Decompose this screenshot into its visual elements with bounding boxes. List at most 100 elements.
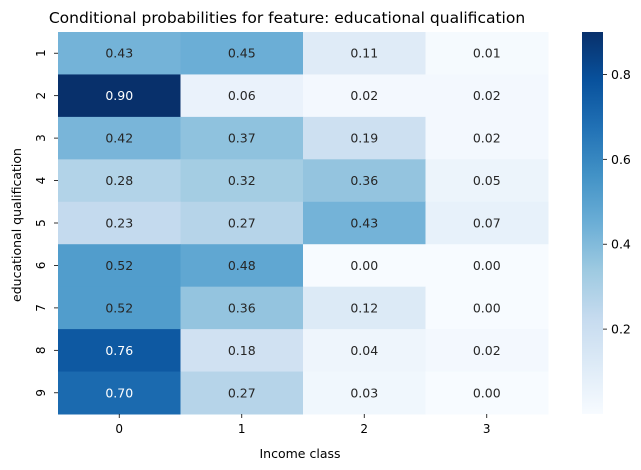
heatmap-cell bbox=[180, 32, 304, 75]
cell-value-label: 0.00 bbox=[473, 258, 501, 273]
cell-value-label: 0.27 bbox=[228, 216, 256, 231]
cell-value-label: 0.00 bbox=[350, 258, 378, 273]
x-tick-label: 0 bbox=[115, 422, 123, 436]
colorbar-ticks: 0.2 0.4 0.6 0.8 bbox=[603, 67, 631, 337]
heatmap-cell bbox=[425, 116, 549, 160]
colorbar-tick-label: 0.8 bbox=[611, 67, 631, 82]
cell-value-label: 0.37 bbox=[228, 131, 256, 146]
cell-value-label: 0.04 bbox=[350, 343, 378, 358]
heatmap-cell bbox=[58, 371, 181, 415]
y-tick-label: 8 bbox=[34, 347, 48, 355]
x-tick-label: 2 bbox=[360, 422, 368, 436]
y-tick-label: 7 bbox=[34, 304, 48, 312]
heatmap-cell bbox=[425, 74, 549, 118]
cell-value-label: 0.02 bbox=[473, 131, 501, 146]
heatmap-cell bbox=[425, 329, 549, 373]
cell-value-label: 0.43 bbox=[350, 216, 378, 231]
cell-value-label: 0.43 bbox=[105, 46, 133, 61]
cell-value-label: 0.02 bbox=[473, 88, 501, 103]
cell-value-label: 0.76 bbox=[105, 343, 133, 358]
heatmap-cell bbox=[425, 371, 549, 415]
cell-value-label: 0.05 bbox=[473, 173, 501, 188]
cell-value-label: 0.48 bbox=[228, 258, 256, 273]
cell-value-label: 0.02 bbox=[350, 88, 378, 103]
x-axis-label: Income class bbox=[260, 446, 341, 461]
heatmap-cell-labels: 0.43 0.45 0.11 0.01 0.90 0.06 0.02 0.02 0.42 0.37… bbox=[105, 46, 500, 401]
heatmap-cell bbox=[303, 286, 426, 330]
cell-value-label: 0.07 bbox=[473, 216, 501, 231]
heatmap-cells bbox=[58, 32, 549, 415]
cell-value-label: 0.36 bbox=[350, 173, 378, 188]
cell-value-label: 0.12 bbox=[350, 300, 378, 315]
chart-title: Conditional probabilities for feature: e… bbox=[49, 9, 525, 27]
heatmap-cell bbox=[58, 159, 181, 203]
y-tick-label: 5 bbox=[34, 219, 48, 227]
heatmap-cell bbox=[180, 116, 304, 160]
heatmap-cell bbox=[303, 329, 426, 373]
colorbar-tick-label: 0.4 bbox=[611, 237, 631, 252]
cell-value-label: 0.45 bbox=[228, 46, 256, 61]
heatmap-cell bbox=[180, 329, 304, 373]
cell-value-label: 0.03 bbox=[350, 385, 378, 400]
heatmap-cell bbox=[58, 244, 181, 288]
y-axis-ticks: 1 2 3 4 5 6 7 8 9 bbox=[34, 49, 58, 397]
cell-value-label: 0.01 bbox=[473, 46, 501, 61]
heatmap-cell bbox=[303, 201, 426, 245]
heatmap-cell bbox=[180, 159, 304, 203]
heatmap-cell bbox=[425, 286, 549, 330]
colorbar-gradient bbox=[582, 32, 603, 414]
cell-value-label: 0.00 bbox=[473, 385, 501, 400]
heatmap-cell bbox=[303, 244, 426, 288]
heatmap-cell bbox=[58, 74, 181, 118]
heatmap-cell bbox=[58, 286, 181, 330]
cell-value-label: 0.18 bbox=[228, 343, 256, 358]
cell-value-label: 0.36 bbox=[228, 300, 256, 315]
y-tick-label: 9 bbox=[34, 389, 48, 397]
y-tick-label: 2 bbox=[34, 92, 48, 100]
heatmap-cell bbox=[303, 74, 426, 118]
heatmap-cell bbox=[425, 201, 549, 245]
cell-value-label: 0.06 bbox=[228, 88, 256, 103]
heatmap-cell bbox=[425, 32, 549, 75]
heatmap-cell bbox=[180, 244, 304, 288]
colorbar-tick-label: 0.2 bbox=[611, 322, 631, 337]
colorbar: 0.2 0.4 0.6 0.8 bbox=[582, 32, 631, 414]
cell-value-label: 0.28 bbox=[105, 173, 133, 188]
heatmap-cell bbox=[180, 286, 304, 330]
heatmap-cell bbox=[303, 32, 426, 75]
heatmap-cell bbox=[58, 329, 181, 373]
cell-value-label: 0.42 bbox=[105, 131, 133, 146]
y-tick-label: 6 bbox=[34, 262, 48, 270]
cell-value-label: 0.11 bbox=[350, 46, 378, 61]
y-axis-label: educational qualification bbox=[9, 148, 24, 302]
cell-value-label: 0.90 bbox=[105, 88, 133, 103]
y-tick-label: 1 bbox=[34, 49, 48, 57]
heatmap-cell bbox=[425, 159, 549, 203]
heatmap-cell bbox=[303, 116, 426, 160]
heatmap-cell bbox=[303, 371, 426, 415]
cell-value-label: 0.52 bbox=[105, 258, 133, 273]
cell-value-label: 0.00 bbox=[473, 300, 501, 315]
cell-value-label: 0.02 bbox=[473, 343, 501, 358]
x-tick-label: 3 bbox=[483, 422, 491, 436]
heatmap-cell bbox=[180, 201, 304, 245]
cell-value-label: 0.23 bbox=[105, 216, 133, 231]
cell-value-label: 0.70 bbox=[105, 385, 133, 400]
y-tick-label: 3 bbox=[34, 134, 48, 142]
heatmap-cell bbox=[58, 32, 181, 75]
heatmap-cell bbox=[425, 244, 549, 288]
heatmap-cell bbox=[58, 201, 181, 245]
heatmap-cell bbox=[180, 371, 304, 415]
y-tick-label: 4 bbox=[34, 177, 48, 185]
heatmap-cell bbox=[303, 159, 426, 203]
cell-value-label: 0.27 bbox=[228, 385, 256, 400]
x-tick-label: 1 bbox=[238, 422, 246, 436]
cell-value-label: 0.19 bbox=[350, 131, 378, 146]
colorbar-tick-label: 0.6 bbox=[611, 152, 631, 167]
heatmap-cell bbox=[58, 116, 181, 160]
x-axis-ticks: 0 1 2 3 bbox=[115, 414, 491, 436]
cell-value-label: 0.32 bbox=[228, 173, 256, 188]
cell-value-label: 0.52 bbox=[105, 300, 133, 315]
heatmap-cell bbox=[180, 74, 304, 118]
